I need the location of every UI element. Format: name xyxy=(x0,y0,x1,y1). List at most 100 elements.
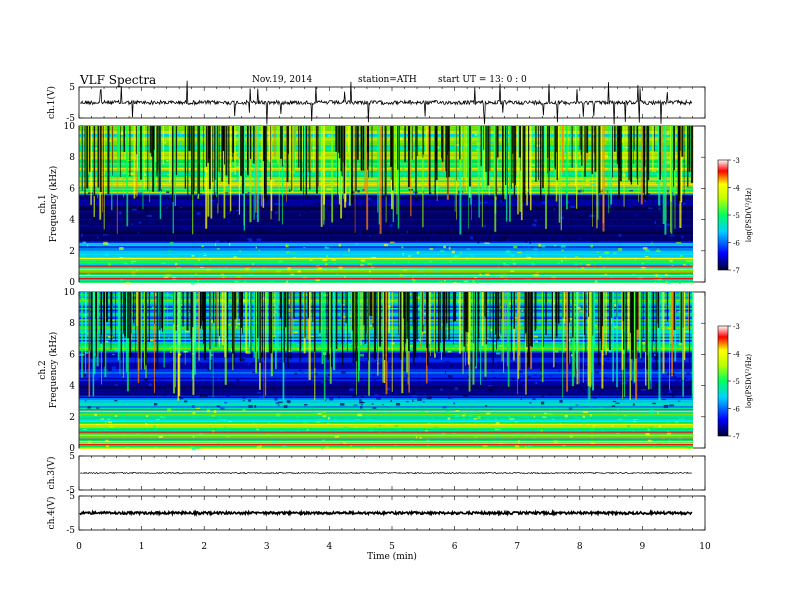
spec-gap xyxy=(690,126,692,184)
spec-texture xyxy=(387,163,391,165)
spec-texture xyxy=(331,258,336,261)
spec-texture xyxy=(134,211,139,214)
spec-gap xyxy=(110,292,113,329)
spec-streak xyxy=(481,292,484,347)
spec-texture xyxy=(120,132,124,135)
x-tick-label: 6 xyxy=(452,542,458,552)
spec-band xyxy=(79,225,693,227)
spec-streak xyxy=(382,126,384,178)
spec-texture xyxy=(400,212,403,216)
spec-texture xyxy=(411,129,415,131)
spec-texture xyxy=(623,414,627,417)
spec-texture xyxy=(108,368,112,372)
spec-texture xyxy=(88,263,92,265)
spec-gap xyxy=(492,292,494,366)
spec-texture xyxy=(618,234,622,237)
spec-texture xyxy=(107,140,113,142)
spec-texture xyxy=(583,205,586,207)
spec-texture xyxy=(94,377,99,380)
spec-texture xyxy=(110,319,115,322)
spec-texture xyxy=(551,439,555,441)
ch1-spectrogram-colorbar-tick-label: -4 xyxy=(733,185,740,193)
spec-texture xyxy=(122,171,127,175)
spec-texture xyxy=(222,383,225,385)
spec-texture xyxy=(517,251,522,254)
spec-texture xyxy=(473,259,476,262)
spec-texture xyxy=(606,214,611,218)
spec-gap xyxy=(381,126,383,195)
spec-band xyxy=(79,439,693,442)
spec-texture xyxy=(135,359,139,363)
spec-texture xyxy=(489,137,493,140)
spec-texture xyxy=(167,174,171,176)
spec-band xyxy=(79,226,693,229)
spec-texture xyxy=(575,404,579,406)
spec-texture xyxy=(210,354,214,357)
spec-texture xyxy=(642,309,646,311)
spec-gap xyxy=(343,126,346,194)
spec-texture xyxy=(194,264,198,266)
spec-gap xyxy=(360,126,362,150)
spec-streak xyxy=(629,292,631,400)
spec-gap xyxy=(673,126,674,187)
spec-texture xyxy=(533,335,538,338)
spec-texture xyxy=(489,178,492,181)
spec-gap xyxy=(119,126,121,177)
spec-texture xyxy=(248,405,253,409)
spec-texture xyxy=(471,163,475,166)
spec-texture xyxy=(441,258,444,262)
spec-streak xyxy=(119,126,120,156)
spec-streak xyxy=(592,126,593,227)
spec-streak xyxy=(393,126,396,183)
spec-texture xyxy=(498,239,503,242)
spec-texture xyxy=(359,405,363,409)
spec-texture xyxy=(287,309,293,312)
spec-gap xyxy=(673,126,675,171)
spec-gap xyxy=(307,292,309,319)
spec-texture xyxy=(112,353,115,355)
spec-band xyxy=(79,231,693,234)
spec-streak xyxy=(647,292,650,390)
spec-streak xyxy=(86,292,87,343)
ch1-spectrogram-colorbar-tick-label: -3 xyxy=(733,157,740,165)
spec-gap xyxy=(154,292,156,324)
spec-texture xyxy=(459,331,464,334)
spec-streak xyxy=(249,126,252,223)
spec-band xyxy=(79,432,693,435)
spec-gap xyxy=(654,126,655,152)
spec-texture xyxy=(664,384,669,387)
spec-streak xyxy=(385,292,388,395)
spec-texture xyxy=(440,323,444,326)
spec-gap xyxy=(138,292,141,359)
spec-texture xyxy=(177,131,182,133)
spec-texture xyxy=(408,345,414,347)
spec-texture xyxy=(553,208,556,211)
spec-texture xyxy=(543,412,547,415)
spec-streak xyxy=(117,292,120,361)
spec-texture xyxy=(208,359,214,363)
spec-streak xyxy=(430,292,431,357)
spec-gap xyxy=(192,292,194,328)
spec-texture xyxy=(322,415,327,418)
ch2-spectrogram-colorbar-tick-label: -5 xyxy=(733,378,740,386)
spec-gap xyxy=(412,292,415,366)
spec-gap xyxy=(115,292,117,341)
spec-texture xyxy=(570,354,573,357)
spec-gap xyxy=(95,292,97,319)
spec-texture xyxy=(576,187,581,189)
spec-texture xyxy=(361,446,363,449)
spec-gap xyxy=(342,126,344,163)
spec-texture xyxy=(651,197,655,201)
spec-gap xyxy=(691,126,694,183)
spec-texture xyxy=(582,430,586,433)
spec-texture xyxy=(396,402,401,406)
spec-texture xyxy=(593,425,595,429)
spec-texture xyxy=(671,192,674,195)
spec-texture xyxy=(447,396,451,399)
spec-streak xyxy=(302,126,304,162)
spec-texture xyxy=(470,437,476,440)
spec-gap xyxy=(305,126,308,197)
spec-texture xyxy=(126,157,131,160)
spec-streak xyxy=(670,126,673,234)
spec-streak xyxy=(670,126,671,233)
